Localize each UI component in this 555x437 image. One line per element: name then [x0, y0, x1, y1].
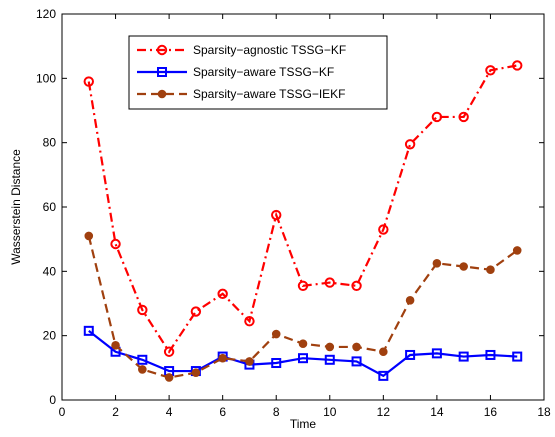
data-point	[271, 358, 282, 369]
y-tick-label: 80	[43, 136, 57, 150]
legend-entry: Sparsity−aware TSSG−KF	[137, 65, 334, 79]
series-3	[84, 231, 522, 382]
data-point	[324, 277, 335, 288]
data-point	[84, 231, 94, 241]
data-point	[218, 353, 227, 363]
x-tick-label: 18	[537, 405, 551, 419]
series-1	[83, 60, 523, 357]
data-point	[485, 349, 496, 360]
data-point	[485, 65, 496, 76]
data-point	[458, 351, 469, 362]
data-point	[512, 351, 523, 362]
data-point	[405, 349, 416, 360]
x-tick-label: 4	[166, 405, 173, 419]
data-point	[459, 262, 468, 271]
axis-ticks: 0 2 4 6 8 10 12 14 16 18 0 20 40 60 80 100 120	[36, 7, 551, 419]
data-point	[217, 288, 228, 300]
data-point	[110, 238, 121, 250]
data-point	[191, 368, 201, 377]
x-axis-label: Time	[290, 417, 317, 431]
data-point	[137, 354, 148, 365]
data-point	[190, 306, 202, 317]
data-point	[404, 139, 416, 150]
legend-marker	[157, 89, 167, 99]
data-point	[163, 346, 175, 357]
data-point	[379, 347, 388, 357]
x-tick-label: 6	[219, 405, 226, 419]
x-tick-label: 8	[273, 405, 280, 419]
data-point	[512, 246, 522, 255]
legend-label: Sparsity−aware TSSG−KF	[193, 65, 334, 79]
data-point	[83, 325, 94, 336]
data-point	[324, 354, 335, 365]
y-axis-label: Wasserstein Distance	[9, 149, 23, 265]
data-point	[378, 224, 389, 235]
legend: Sparsity−agnostic TSSG−KF Sparsity−aware …	[128, 35, 388, 110]
x-tick-label: 16	[484, 405, 498, 419]
data-point	[351, 280, 362, 292]
data-point	[431, 111, 443, 123]
legend-label: Sparsity−agnostic TSSG−KF	[193, 43, 346, 57]
data-point	[431, 348, 442, 359]
x-tick-label: 2	[112, 405, 119, 419]
series-2	[83, 325, 523, 381]
data-point	[164, 373, 174, 382]
data-point	[271, 329, 281, 339]
y-tick-label: 100	[36, 71, 56, 85]
data-point	[137, 304, 148, 316]
legend-marker	[157, 67, 167, 77]
x-tick-label: 10	[323, 405, 337, 419]
series-line	[88, 329, 518, 378]
series-line	[87, 64, 518, 354]
data-point	[512, 60, 523, 71]
y-tick-label: 0	[49, 393, 56, 407]
data-point	[298, 353, 308, 364]
data-point	[325, 342, 335, 352]
data-point	[378, 370, 389, 381]
series-layer	[83, 60, 523, 382]
legend-entry: Sparsity−aware TSSG−IEKF	[137, 87, 346, 101]
data-point	[458, 111, 469, 123]
data-point	[271, 209, 282, 221]
legend-entry: Sparsity−agnostic TSSG−KF	[137, 43, 346, 57]
y-tick-label: 120	[36, 7, 56, 21]
data-point	[297, 280, 309, 292]
data-point	[138, 365, 147, 374]
y-tick-label: 20	[43, 329, 57, 343]
y-tick-label: 60	[43, 200, 57, 214]
data-point	[351, 356, 362, 367]
x-tick-label: 0	[59, 405, 66, 419]
y-tick-label: 40	[43, 264, 57, 278]
data-point	[83, 76, 94, 87]
data-point	[244, 315, 255, 327]
data-point	[486, 265, 495, 275]
legend-label: Sparsity−aware TSSG−IEKF	[193, 87, 346, 101]
legend-marker	[156, 44, 168, 56]
data-point	[432, 258, 442, 268]
data-point	[352, 342, 361, 352]
x-tick-label: 12	[377, 405, 391, 419]
data-point	[111, 341, 120, 350]
data-point	[298, 339, 308, 349]
data-point	[245, 357, 254, 366]
data-point	[405, 295, 415, 305]
x-tick-label: 14	[430, 405, 444, 419]
